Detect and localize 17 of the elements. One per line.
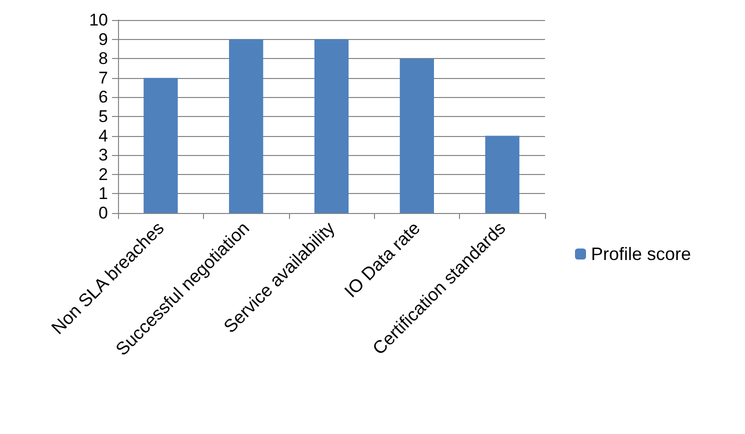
- bar: [229, 39, 264, 213]
- y-tick-label: 1: [98, 184, 108, 204]
- bar: [144, 78, 178, 213]
- y-tick-label: 9: [98, 30, 108, 49]
- y-tick-label: 6: [98, 88, 108, 107]
- y-tick-label: 10: [89, 10, 108, 30]
- y-tick-label: 2: [98, 164, 108, 184]
- legend-label: Profile score: [591, 244, 692, 264]
- y-tick-label: 0: [98, 204, 108, 222]
- y-tick-label: 5: [98, 107, 108, 126]
- y-tick-label: 3: [98, 146, 108, 165]
- y-tick-label: 8: [98, 49, 108, 68]
- y-tick-label: 7: [98, 68, 108, 88]
- y-tick-label: 4: [98, 126, 108, 146]
- bar: [314, 39, 349, 213]
- bar: [400, 58, 434, 213]
- bar: [485, 136, 520, 213]
